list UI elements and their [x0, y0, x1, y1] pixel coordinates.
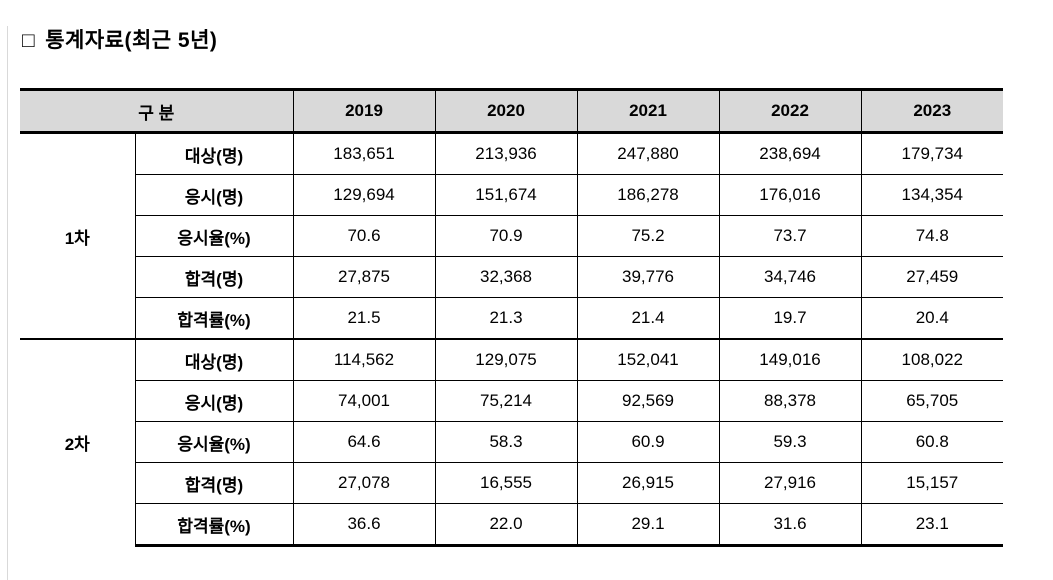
table-row: 합격(명) 27,078 16,555 26,915 27,916 15,157: [20, 462, 1004, 504]
group-label-round1: 1차: [64, 228, 90, 248]
cell-value: 183,651: [292, 132, 436, 175]
row-label: 합격률(%): [134, 297, 294, 339]
cell-value: 22.0: [434, 503, 578, 547]
cell-value: 114,562: [292, 338, 436, 381]
cell-value: 75.2: [576, 215, 720, 257]
cell-value: 27,459: [860, 256, 1004, 298]
table-row: 응시(명) 74,001 75,214 92,569 88,378 65,705: [20, 380, 1004, 422]
table-row: 응시율(%) 70.6 70.9 75.2 73.7 74.8: [20, 215, 1004, 257]
table-row: 응시율(%) 64.6 58.3 60.9 59.3 60.8: [20, 421, 1004, 463]
cell-value: 149,016: [718, 338, 862, 381]
cell-value: 16,555: [434, 462, 578, 504]
row-label: 합격률(%): [134, 503, 294, 547]
table-row: 1차 대상(명) 183,651 213,936 247,880 238,694…: [20, 132, 1004, 248]
cell-value: 19.7: [718, 297, 862, 339]
cell-value: 238,694: [718, 132, 862, 175]
row-label: 응시율(%): [134, 421, 294, 463]
table-row: 합격(명) 27,875 32,368 39,776 34,746 27,459: [20, 256, 1004, 298]
row-label: 대상(명): [134, 338, 294, 381]
row-label: 응시(명): [134, 380, 294, 422]
statistics-table: 구 분 2019 2020 2021 2022 2023 1차 대상(명) 18…: [20, 88, 1004, 547]
cell-value: 151,674: [434, 174, 578, 216]
cell-value: 186,278: [576, 174, 720, 216]
cell-value: 134,354: [860, 174, 1004, 216]
cell-value: 129,075: [434, 338, 578, 381]
column-header-year-2020: 2020: [434, 88, 578, 134]
group-label-round2: 2차: [20, 338, 135, 546]
cell-value: 32,368: [434, 256, 578, 298]
table-row: 응시(명) 129,694 151,674 186,278 176,016 13…: [20, 174, 1004, 216]
cell-value: 20.4: [860, 297, 1004, 339]
cell-value: 58.3: [434, 421, 578, 463]
row-label: 대상(명): [134, 132, 294, 175]
cell-value: 108,022: [860, 338, 1004, 381]
cell-value: 34,746: [718, 256, 862, 298]
cell-value: 21.4: [576, 297, 720, 339]
column-header-year-2022: 2022: [718, 88, 862, 134]
cell-value: 27,916: [718, 462, 862, 504]
cell-value: 31.6: [718, 503, 862, 547]
table-row: 합격률(%) 21.5 21.3 21.4 19.7 20.4: [20, 297, 1004, 339]
cell-value: 176,016: [718, 174, 862, 216]
cell-value: 92,569: [576, 380, 720, 422]
cell-value: 70.6: [292, 215, 436, 257]
cell-value: 64.6: [292, 421, 436, 463]
cell-value: 88,378: [718, 380, 862, 422]
square-bullet-icon: □: [22, 29, 36, 52]
cell-value: 21.3: [434, 297, 578, 339]
row-label: 합격(명): [134, 462, 294, 504]
cell-value: 70.9: [434, 215, 578, 257]
cell-value: 74,001: [292, 380, 436, 422]
cell-value: 213,936: [434, 132, 578, 175]
row-label: 응시율(%): [134, 215, 294, 257]
cell-value: 27,875: [292, 256, 436, 298]
column-header-category: 구 분: [20, 88, 294, 134]
table-header-row: 구 분 2019 2020 2021 2022 2023: [20, 88, 1004, 134]
cell-value: 29.1: [576, 503, 720, 547]
cell-value: 39,776: [576, 256, 720, 298]
cell-value: 15,157: [860, 462, 1004, 504]
table-row: 2차 대상(명) 114,562 129,075 152,041 149,016…: [20, 338, 1004, 546]
cell-value: 247,880: [576, 132, 720, 175]
cell-value: 21.5: [292, 297, 436, 339]
cell-value: 129,694: [292, 174, 436, 216]
column-header-year-2023: 2023: [860, 88, 1004, 134]
cell-value: 59.3: [718, 421, 862, 463]
cell-value: 179,734: [860, 132, 1004, 175]
page-title-text: 통계자료(최근 5년): [45, 29, 218, 52]
page-edge-divider: [7, 26, 8, 580]
column-header-year-2019: 2019: [292, 88, 436, 134]
column-header-year-2021: 2021: [576, 88, 720, 134]
cell-value: 60.8: [860, 421, 1004, 463]
table-row: 합격률(%) 36.6 22.0 29.1 31.6 23.1: [20, 503, 1004, 547]
cell-value: 152,041: [576, 338, 720, 381]
page-title: □ 통계자료(최근 5년): [22, 26, 1053, 56]
cell-value: 75,214: [434, 380, 578, 422]
cell-value: 26,915: [576, 462, 720, 504]
cell-value: 74.8: [860, 215, 1004, 257]
cell-value: 27,078: [292, 462, 436, 504]
row-label: 응시(명): [134, 174, 294, 216]
row-label: 합격(명): [134, 256, 294, 298]
cell-value: 73.7: [718, 215, 862, 257]
cell-value: 23.1: [860, 503, 1004, 547]
cell-value: 36.6: [292, 503, 436, 547]
cell-value: 60.9: [576, 421, 720, 463]
cell-value: 65,705: [860, 380, 1004, 422]
